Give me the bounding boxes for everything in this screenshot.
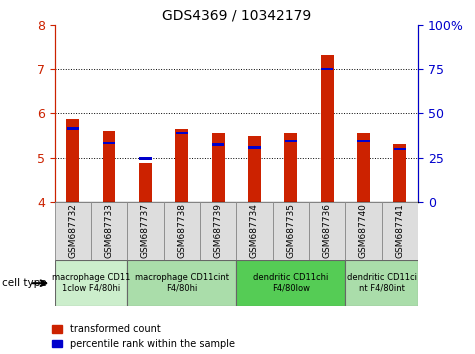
FancyBboxPatch shape <box>237 202 273 260</box>
Text: macrophage CD11cint
F4/80hi: macrophage CD11cint F4/80hi <box>135 274 229 293</box>
Bar <box>103 142 115 144</box>
Bar <box>66 119 79 202</box>
FancyBboxPatch shape <box>91 202 127 260</box>
Title: GDS4369 / 10342179: GDS4369 / 10342179 <box>162 8 311 22</box>
FancyBboxPatch shape <box>55 260 127 306</box>
Bar <box>285 133 297 202</box>
Bar <box>285 139 297 142</box>
Text: GSM687740: GSM687740 <box>359 204 368 258</box>
Text: GSM687738: GSM687738 <box>177 204 186 258</box>
Bar <box>212 133 225 202</box>
FancyBboxPatch shape <box>127 260 237 306</box>
Bar <box>358 139 370 142</box>
FancyBboxPatch shape <box>309 202 345 260</box>
Bar <box>248 136 261 202</box>
Bar <box>176 132 188 134</box>
FancyBboxPatch shape <box>381 202 418 260</box>
Text: dendritic CD11chi
F4/80low: dendritic CD11chi F4/80low <box>253 274 329 293</box>
FancyBboxPatch shape <box>345 260 418 306</box>
Bar <box>357 133 370 202</box>
FancyBboxPatch shape <box>273 202 309 260</box>
Bar <box>394 148 406 150</box>
Text: GSM687736: GSM687736 <box>323 204 332 258</box>
Text: dendritic CD11ci
nt F4/80int: dendritic CD11ci nt F4/80int <box>347 274 417 293</box>
Text: GSM687741: GSM687741 <box>395 204 404 258</box>
Bar <box>103 131 115 202</box>
Text: GSM687734: GSM687734 <box>250 204 259 258</box>
FancyBboxPatch shape <box>345 202 381 260</box>
FancyBboxPatch shape <box>237 260 345 306</box>
FancyBboxPatch shape <box>200 202 237 260</box>
Text: GSM687733: GSM687733 <box>104 204 114 258</box>
Bar <box>248 146 260 149</box>
Bar <box>67 127 79 130</box>
Bar <box>140 157 152 160</box>
Text: cell type: cell type <box>2 278 47 288</box>
Legend: transformed count, percentile rank within the sample: transformed count, percentile rank withi… <box>52 324 235 349</box>
Bar <box>175 129 188 202</box>
Bar <box>321 55 333 202</box>
Text: GSM687732: GSM687732 <box>68 204 77 258</box>
FancyBboxPatch shape <box>163 202 200 260</box>
Text: GSM687737: GSM687737 <box>141 204 150 258</box>
Bar <box>321 68 333 70</box>
Bar <box>139 163 152 202</box>
FancyBboxPatch shape <box>55 202 91 260</box>
Text: macrophage CD11
1clow F4/80hi: macrophage CD11 1clow F4/80hi <box>52 274 130 293</box>
Bar <box>212 143 224 145</box>
Text: GSM687735: GSM687735 <box>286 204 295 258</box>
Text: GSM687739: GSM687739 <box>214 204 223 258</box>
Bar <box>393 144 406 202</box>
FancyBboxPatch shape <box>127 202 163 260</box>
